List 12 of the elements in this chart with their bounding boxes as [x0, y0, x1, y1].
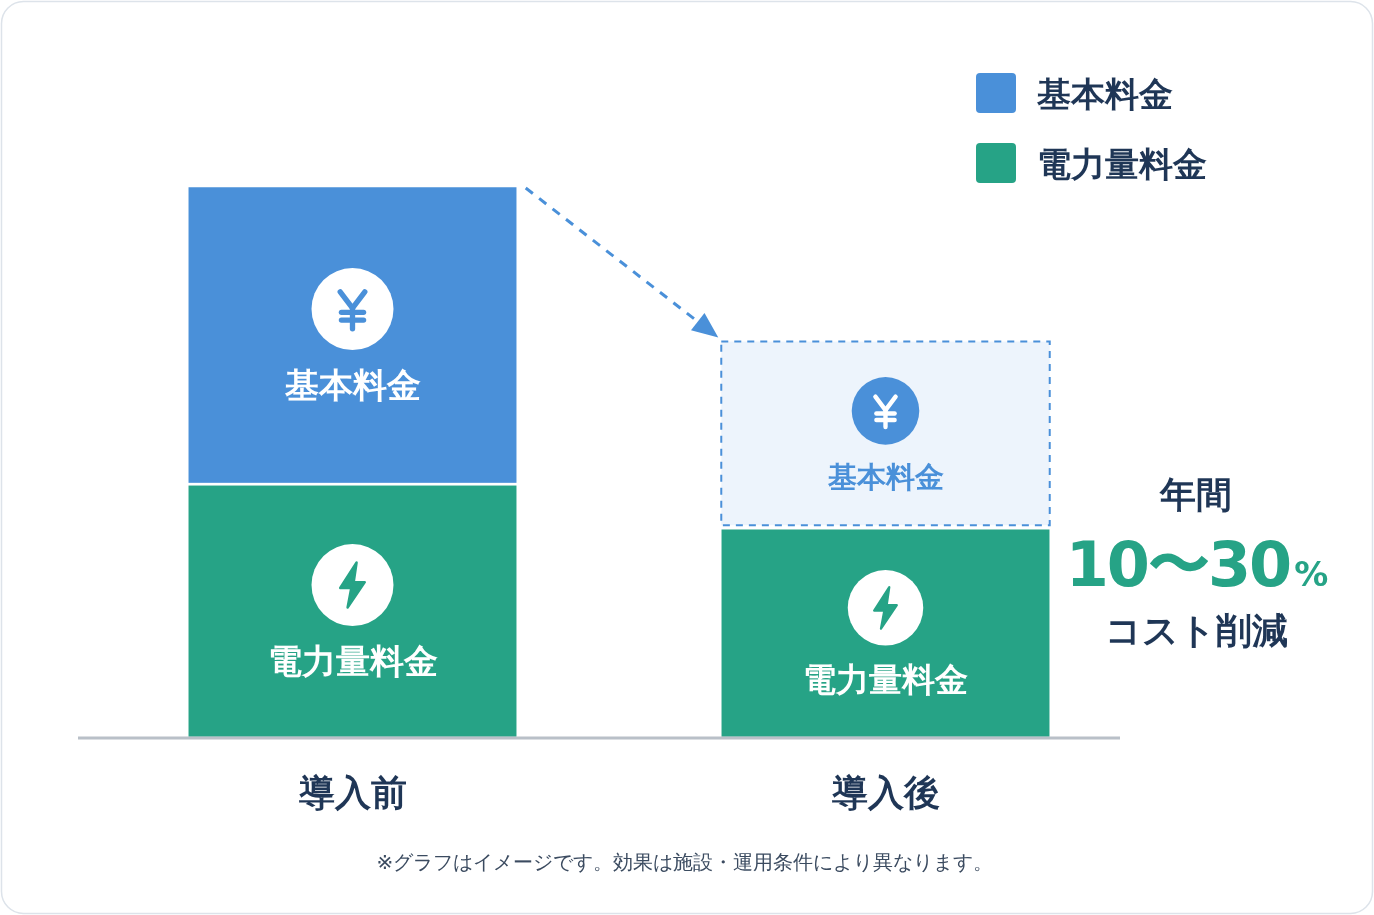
x-tick-label: 導入前	[297, 771, 407, 813]
text: 電力量料金	[803, 660, 968, 699]
text: ※グラフはイメージです。効果は施設・運用条件により異なります。	[376, 850, 994, 874]
text: 基本料金	[827, 460, 944, 495]
annotation: 10〜30%	[1065, 528, 1328, 601]
x-tick-label: 導入後	[830, 771, 940, 813]
legend-label: 電力量料金	[1037, 144, 1207, 184]
text: 年間	[1159, 473, 1232, 515]
annotation: コスト削減	[1104, 609, 1288, 651]
text: 電力量料金	[267, 641, 438, 682]
legend-label: 基本料金	[1036, 74, 1173, 114]
text: 基本料金	[284, 365, 421, 406]
